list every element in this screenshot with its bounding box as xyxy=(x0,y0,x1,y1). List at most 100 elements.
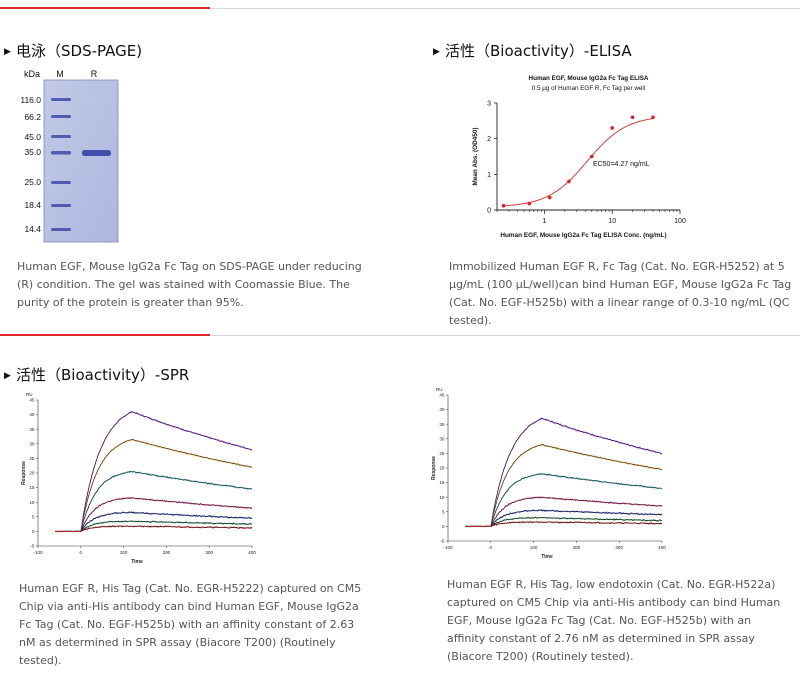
bullet-icon: ▶ xyxy=(4,47,11,57)
elisa-chart: Human EGF, Mouse IgG2a Fc Tag ELISA 0.5 μ… xyxy=(472,75,686,239)
spr-right-y-tick-label: 40 xyxy=(439,407,445,412)
elisa-chart-title: Human EGF, Mouse IgG2a Fc Tag ELISA xyxy=(529,75,649,82)
gel-marker-band xyxy=(51,115,71,118)
top-divider xyxy=(0,8,800,9)
spr-right-y-tick-label: 25 xyxy=(439,451,445,456)
elisa-ec50-annotation: EC50=4.27 ng/mL xyxy=(593,161,650,168)
elisa-chart-subtitle: 0.5 μg of Human EGF R, Fc Tag per well xyxy=(532,85,645,92)
spr-left-y-tick-label: 15 xyxy=(29,485,35,490)
spr-left-fit-c2 xyxy=(80,439,253,532)
elisa-data-point xyxy=(547,195,552,200)
spr-left-y-tick-label: 25 xyxy=(29,456,35,461)
gel-marker-band xyxy=(51,228,71,231)
spr-left-x-tick-label: -100 xyxy=(33,550,43,555)
gel-marker-label: 25.0 xyxy=(24,177,41,187)
spr-right-x-tick-label: 100 xyxy=(530,545,538,550)
gel-marker-label: 45.0 xyxy=(24,132,41,142)
gel-lane-label-r: R xyxy=(91,69,98,79)
gel-marker-label: 18.4 xyxy=(24,200,41,210)
elisa-section-title: ▶ 活性（Bioactivity）-ELISA xyxy=(433,40,632,61)
elisa-data-point xyxy=(589,154,594,159)
spr-right-y-tick-label: 5 xyxy=(442,509,445,514)
spr-chart-right: RU -5 0 5 10 15 20 25 30 35 40 45 -100 0 100 200 300 400 T… xyxy=(431,387,666,560)
elisa-title-text: 活性（Bioactivity）-ELISA xyxy=(445,42,632,60)
elisa-data-point xyxy=(651,115,655,120)
spr-left-fit-c1 xyxy=(80,411,253,532)
spr-right-y-tick-label: 30 xyxy=(439,436,445,441)
elisa-x-tick-label: 1 xyxy=(542,218,546,225)
gel-marker-band xyxy=(51,151,71,155)
spr-section-title: ▶ 活性（Bioactivity）-SPR xyxy=(4,364,189,385)
spr-left-fit-c6 xyxy=(80,520,253,532)
spr-right-unit-label: RU xyxy=(436,387,443,392)
spr-right-y-tick-label: 45 xyxy=(439,393,445,398)
elisa-data-point xyxy=(527,201,532,206)
spr-caption-right: Human EGF R, His Tag, low endotoxin (Cat… xyxy=(447,578,781,663)
sds-section-title: ▶ 电泳（SDS-PAGE) xyxy=(4,40,142,61)
mid-divider xyxy=(0,335,800,336)
spr-left-x-tick-label: 200 xyxy=(163,550,171,555)
spr-left-fit-c7 xyxy=(80,525,253,532)
elisa-x-tick-label: 100 xyxy=(674,218,686,225)
gel-sample-band xyxy=(82,150,111,156)
spr-right-fit-c4 xyxy=(490,496,663,527)
gel-kda-label: kDa xyxy=(24,69,40,79)
spr-left-y-tick-label: 35 xyxy=(29,427,35,432)
gel-marker-label: 14.4 xyxy=(24,224,41,234)
spr-left-y-tick-label: 20 xyxy=(29,471,35,476)
elisa-y-tick-label: 3 xyxy=(487,101,491,108)
gel-marker-label: 66.2 xyxy=(24,112,41,122)
spr-left-y-tick-label: -5 xyxy=(30,544,35,549)
gel-marker-band xyxy=(51,98,71,101)
spr-right-x-tick-label: 400 xyxy=(658,545,666,550)
spr-right-fit-c6 xyxy=(490,517,663,527)
sds-caption: Human EGF, Mouse IgG2a Fc Tag on SDS-PAG… xyxy=(17,260,362,309)
spr-right-fit-c1 xyxy=(490,418,663,527)
gel-marker-labels: 116.0 66.2 45.0 35.0 25.0 18.4 14.4 xyxy=(20,95,41,234)
gel-marker-label: 35.0 xyxy=(24,147,41,157)
spr-right-fit-c2 xyxy=(490,444,663,527)
spr-right-fit-c5 xyxy=(490,510,663,527)
elisa-data-point xyxy=(501,203,506,208)
sds-gel-figure: kDa M R 116.0 66.2 45.0 35.0 25.0 18.4 1… xyxy=(20,69,119,243)
spr-left-y-tick-label: 0 xyxy=(32,529,35,534)
spr-left-x-tick-label: 100 xyxy=(120,550,128,555)
spr-left-y-axis-label: Response xyxy=(21,461,27,485)
sds-title-text: 电泳（SDS-PAGE) xyxy=(16,42,143,60)
elisa-y-axis-label: Mean Abs. (OD450) xyxy=(472,127,479,185)
gel-marker-bands xyxy=(51,98,71,231)
spr-right-fit-c3 xyxy=(490,473,663,527)
gel-marker-band xyxy=(51,135,71,138)
spr-left-y-tick-label: 10 xyxy=(29,500,35,505)
spr-right-y-tick-label: -5 xyxy=(440,539,445,544)
spr-left-y-tick-label: 40 xyxy=(29,412,35,417)
spr-left-x-tick-label: 400 xyxy=(248,550,256,555)
bullet-icon: ▶ xyxy=(433,47,440,57)
spr-chart-left: RU -5 0 5 10 15 20 25 30 35 40 45 -100 0 100 200 300 400 T… xyxy=(21,392,256,565)
spr-title-text: 活性（Bioactivity）-SPR xyxy=(16,366,190,384)
elisa-caption: Immobilized Human EGF R, Fc Tag (Cat. No… xyxy=(449,260,792,327)
gel-marker-band xyxy=(51,181,71,184)
spr-left-y-tick-label: 30 xyxy=(29,441,35,446)
spr-right-y-tick-label: 15 xyxy=(439,480,445,485)
spr-left-x-axis-label: Time xyxy=(131,559,143,565)
spr-caption-left: Human EGF R, His Tag (Cat. No. EGR-H5222… xyxy=(19,582,362,667)
spr-left-y-tick-label: 5 xyxy=(32,514,35,519)
spr-right-x-tick-label: 200 xyxy=(573,545,581,550)
spr-right-y-tick-label: 20 xyxy=(439,466,445,471)
gel-background xyxy=(43,79,119,243)
elisa-y-tick-label: 2 xyxy=(487,136,491,143)
spr-left-fit-c3 xyxy=(80,471,253,532)
spr-left-unit-label: RU xyxy=(26,392,33,397)
spr-right-y-tick-label: 0 xyxy=(442,524,445,529)
elisa-data-point xyxy=(567,179,571,184)
spr-left-y-tick-label: 45 xyxy=(29,398,35,403)
spr-right-x-tick-label: -100 xyxy=(443,545,453,550)
spr-right-y-tick-label: 10 xyxy=(439,495,445,500)
elisa-x-axis-label: Human EGF, Mouse IgG2a Fc Tag ELISA Conc… xyxy=(500,232,666,239)
elisa-y-tick-label: 1 xyxy=(487,172,491,179)
spr-right-x-tick-label: 300 xyxy=(615,545,623,550)
spr-left-x-tick-label: 0 xyxy=(80,550,83,555)
elisa-x-tick-label: 10 xyxy=(608,218,616,225)
gel-lane-label-m: M xyxy=(56,69,64,79)
